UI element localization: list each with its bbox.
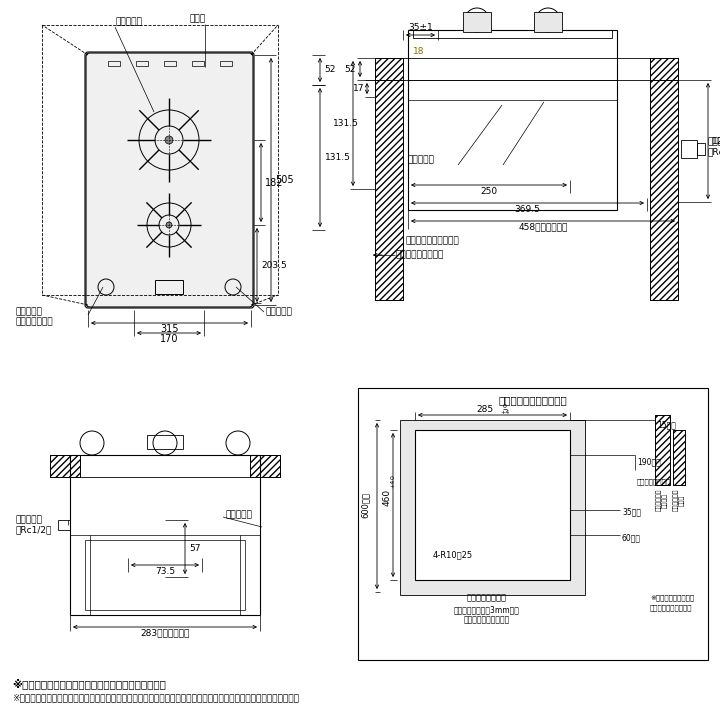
Text: 電池ケース: 電池ケース bbox=[225, 510, 252, 520]
Bar bbox=[681, 140, 697, 158]
Bar bbox=[655, 415, 670, 485]
Bar bbox=[155, 280, 183, 294]
Bar bbox=[655, 415, 670, 485]
Text: 285: 285 bbox=[476, 405, 493, 413]
Text: 73.5: 73.5 bbox=[155, 567, 175, 575]
Bar bbox=[147, 435, 183, 449]
Text: 460: 460 bbox=[382, 488, 392, 505]
Bar bbox=[375, 58, 403, 80]
Text: キャビネット
扉前面: キャビネット 扉前面 bbox=[673, 489, 685, 511]
Circle shape bbox=[165, 136, 173, 144]
Text: 52: 52 bbox=[344, 65, 356, 73]
FancyBboxPatch shape bbox=[86, 53, 253, 307]
Text: ワークトップ穴開け寸法: ワークトップ穴開け寸法 bbox=[499, 395, 567, 405]
Bar bbox=[220, 61, 232, 66]
Text: 35±1: 35±1 bbox=[408, 24, 433, 32]
Text: 458（本体凸部）: 458（本体凸部） bbox=[518, 222, 567, 232]
Text: ガス接続口: ガス接続口 bbox=[15, 516, 42, 524]
Bar bbox=[50, 455, 80, 477]
Text: 505: 505 bbox=[275, 175, 294, 185]
Text: 後バーナー: 後バーナー bbox=[115, 17, 142, 27]
Text: のすき間を確保のこと: のすき間を確保のこと bbox=[464, 616, 510, 624]
Text: 182: 182 bbox=[265, 178, 284, 187]
Circle shape bbox=[166, 222, 172, 228]
Bar bbox=[375, 58, 403, 80]
Text: 17: 17 bbox=[353, 84, 364, 93]
Text: 電池交換サイン: 電池交換サイン bbox=[15, 318, 53, 326]
Bar bbox=[164, 61, 176, 66]
Text: 前バーナー: 前バーナー bbox=[15, 307, 42, 317]
Text: 283（本体凸部）: 283（本体凸部） bbox=[140, 629, 189, 637]
Text: 60以上: 60以上 bbox=[622, 534, 641, 542]
Bar bbox=[534, 12, 562, 32]
Text: 空気が流れるよう3mm以上: 空気が流れるよう3mm以上 bbox=[454, 606, 520, 614]
Bar bbox=[650, 58, 678, 80]
Bar bbox=[50, 455, 80, 477]
Text: 190以上: 190以上 bbox=[637, 457, 661, 467]
Bar bbox=[650, 58, 678, 80]
Bar bbox=[650, 80, 678, 300]
Bar bbox=[358, 388, 708, 660]
Text: ※単体設置タイプにつきオーブン接続はできません。: ※単体設置タイプにつきオーブン接続はできません。 bbox=[12, 678, 166, 689]
Text: 131.5: 131.5 bbox=[333, 119, 359, 128]
Bar bbox=[250, 455, 280, 477]
Text: 52: 52 bbox=[324, 66, 336, 74]
Text: ワークトップ前面: ワークトップ前面 bbox=[467, 593, 507, 603]
Text: 122.5: 122.5 bbox=[712, 137, 720, 145]
Bar bbox=[250, 455, 280, 477]
Bar bbox=[70, 455, 260, 615]
Text: （Rc1/2）: （Rc1/2） bbox=[15, 526, 51, 534]
Bar bbox=[58, 520, 70, 530]
Bar bbox=[400, 420, 585, 595]
Bar bbox=[413, 30, 612, 38]
Text: 600以上: 600以上 bbox=[361, 492, 369, 518]
Text: 250: 250 bbox=[480, 186, 498, 196]
Bar bbox=[697, 143, 705, 155]
Text: ガス接続口: ガス接続口 bbox=[707, 138, 720, 146]
Text: +4: +4 bbox=[500, 410, 509, 415]
Bar bbox=[415, 430, 570, 580]
Text: ※電池交換出来る様に: ※電池交換出来る様に bbox=[650, 595, 694, 601]
Text: 吸気口: 吸気口 bbox=[190, 14, 206, 24]
Text: 電池ケース: 電池ケース bbox=[408, 156, 435, 164]
Text: 4-R10～25: 4-R10～25 bbox=[433, 551, 473, 559]
Bar bbox=[650, 80, 678, 300]
Text: 電池交換必要寸法: 電池交換必要寸法 bbox=[637, 479, 671, 485]
Bar bbox=[673, 430, 685, 485]
Text: +4: +4 bbox=[390, 478, 395, 487]
Text: 369.5: 369.5 bbox=[515, 204, 541, 214]
Text: （Rc1/2）: （Rc1/2） bbox=[707, 148, 720, 156]
Bar bbox=[375, 80, 403, 300]
Bar bbox=[375, 80, 403, 300]
Text: 203.5: 203.5 bbox=[261, 261, 287, 269]
Bar bbox=[108, 61, 120, 66]
Text: キャビネット扉前面: キャビネット扉前面 bbox=[395, 251, 444, 259]
Text: キャビネット側板前面: キャビネット側板前面 bbox=[406, 236, 460, 246]
Text: 0: 0 bbox=[390, 475, 395, 479]
Text: 315: 315 bbox=[161, 324, 179, 334]
Text: キャビネット
側板前面: キャビネット 側板前面 bbox=[656, 489, 668, 511]
Text: 131.5: 131.5 bbox=[325, 153, 351, 162]
Bar bbox=[192, 61, 204, 66]
Text: ※本機器は防火性能評定品であり、周囲に可燃物がある場合は防火性能評定品ラベル内容に従って設置してください。: ※本機器は防火性能評定品であり、周囲に可燃物がある場合は防火性能評定品ラベル内容… bbox=[12, 693, 299, 702]
Text: 57: 57 bbox=[189, 544, 200, 553]
Text: 15以上: 15以上 bbox=[657, 420, 676, 430]
Text: 高温炒め操: 高温炒め操 bbox=[265, 307, 292, 317]
Bar bbox=[85, 540, 245, 610]
Text: 170: 170 bbox=[160, 334, 179, 344]
Bar bbox=[463, 12, 491, 32]
Bar bbox=[136, 61, 148, 66]
Text: 35以上: 35以上 bbox=[622, 508, 641, 516]
Bar bbox=[408, 30, 617, 210]
Text: 0: 0 bbox=[503, 403, 506, 408]
Text: 18: 18 bbox=[413, 48, 425, 56]
Text: 配置されていること。: 配置されていること。 bbox=[650, 605, 693, 611]
Bar bbox=[673, 430, 685, 485]
